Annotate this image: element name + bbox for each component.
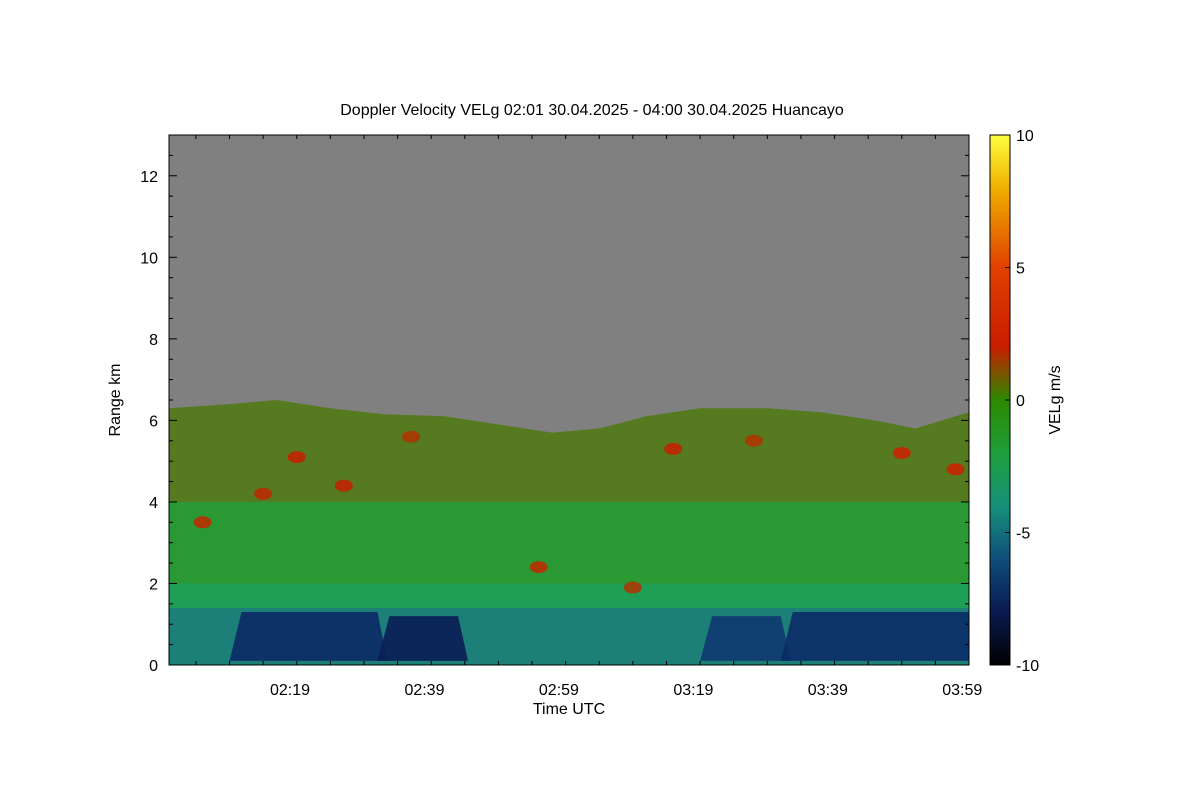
plot-area <box>169 135 969 665</box>
updraft-patch-4 <box>529 561 548 574</box>
colorbar-tick-label: 10 <box>1016 128 1034 145</box>
velocity-layer-1 <box>169 501 969 584</box>
colorbar-label: VELg m/s <box>1047 365 1064 434</box>
colorbar-tick-label: -10 <box>1016 658 1039 675</box>
y-axis: 0 2 4 6 8 10 12 <box>140 134 969 675</box>
downdraft-zone-3 <box>780 612 969 661</box>
x-tick-label: 03:59 <box>942 682 982 699</box>
colorbar-tick-label: -5 <box>1016 526 1030 543</box>
y-tick-label: 8 <box>149 332 158 349</box>
x-tick-label: 02:59 <box>539 682 579 699</box>
updraft-patch-8 <box>946 463 965 476</box>
colorbar: 10 5 0 -5 -10 <box>989 128 1039 675</box>
y-tick-label: 0 <box>149 658 158 675</box>
y-tick-label: 6 <box>149 413 158 430</box>
updraft-patch-9 <box>402 430 421 443</box>
downdraft-zone-0 <box>229 612 388 661</box>
y-tick-label: 4 <box>149 495 158 512</box>
y-tick-label: 2 <box>149 576 158 593</box>
downdraft-zone-1 <box>377 616 469 661</box>
colorbar-tick-label: 5 <box>1016 261 1025 278</box>
x-tick-label: 03:39 <box>808 682 848 699</box>
x-axis-label: Time UTC <box>533 701 605 718</box>
updraft-patch-0 <box>334 479 353 492</box>
echo-region <box>169 400 969 665</box>
updraft-patch-6 <box>664 442 683 455</box>
downdraft-zone-2 <box>700 616 791 661</box>
velocity-layer-2 <box>169 583 969 608</box>
updraft-patch-3 <box>193 516 212 529</box>
x-axis: 02:19 02:39 02:59 03:19 03:39 03:59 <box>195 135 982 699</box>
updraft-patch-1 <box>287 451 306 464</box>
y-axis-label: Range km <box>107 364 124 437</box>
x-tick-label: 03:19 <box>673 682 713 699</box>
x-tick-label: 02:19 <box>270 682 310 699</box>
colorbar-tick-label: 0 <box>1016 393 1025 410</box>
chart-title: Doppler Velocity VELg 02:01 30.04.2025 -… <box>340 102 844 119</box>
x-tick-label: 02:39 <box>404 682 444 699</box>
y-tick-label: 12 <box>140 169 158 186</box>
updraft-patch-10 <box>744 434 763 447</box>
y-tick-label: 10 <box>140 250 158 267</box>
updraft-patch-2 <box>254 487 273 500</box>
updraft-patch-7 <box>892 447 911 459</box>
updraft-patch-5 <box>623 581 642 594</box>
